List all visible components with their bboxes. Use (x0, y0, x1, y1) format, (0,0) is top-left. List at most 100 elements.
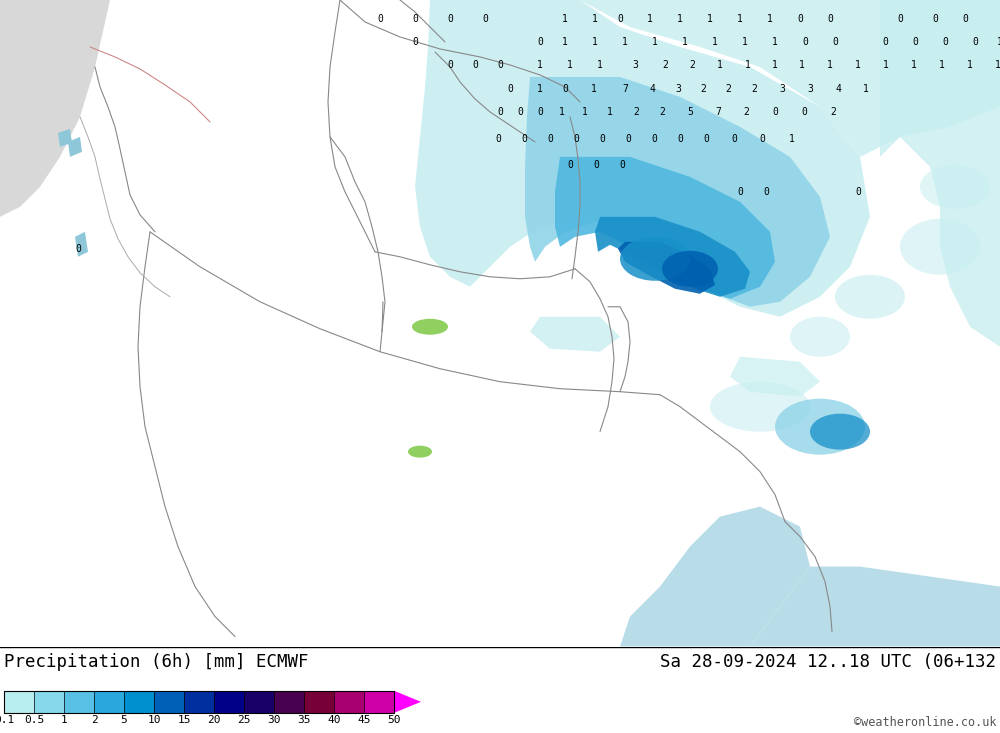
Text: 1: 1 (997, 37, 1000, 47)
Text: 1: 1 (772, 37, 778, 47)
Text: ©weatheronline.co.uk: ©weatheronline.co.uk (854, 716, 996, 729)
Ellipse shape (790, 317, 850, 357)
Polygon shape (58, 129, 72, 147)
Text: 0: 0 (617, 14, 623, 24)
Ellipse shape (775, 399, 865, 454)
Text: 0: 0 (75, 244, 81, 254)
Text: 1: 1 (995, 60, 1000, 70)
Text: 0: 0 (942, 37, 948, 47)
Text: 1: 1 (855, 60, 861, 70)
Text: 2: 2 (91, 715, 97, 725)
Text: 35: 35 (297, 715, 311, 725)
Text: 0: 0 (651, 134, 657, 144)
Text: 1: 1 (582, 107, 588, 117)
Text: 1: 1 (745, 60, 751, 70)
Text: 0: 0 (507, 84, 513, 94)
Text: 0: 0 (472, 60, 478, 70)
Text: 1: 1 (537, 84, 543, 94)
Polygon shape (618, 242, 715, 294)
Polygon shape (415, 0, 870, 317)
Ellipse shape (900, 219, 980, 275)
Text: 1: 1 (562, 37, 568, 47)
Text: 1: 1 (592, 14, 598, 24)
Text: 0: 0 (827, 14, 833, 24)
Ellipse shape (920, 165, 990, 209)
Text: 0: 0 (772, 107, 778, 117)
Polygon shape (68, 137, 82, 157)
Polygon shape (75, 232, 88, 257)
Text: 0: 0 (593, 160, 599, 170)
Text: 0: 0 (731, 134, 737, 144)
Text: 1: 1 (712, 37, 718, 47)
Polygon shape (555, 157, 775, 299)
Text: 2: 2 (751, 84, 757, 94)
Text: 1: 1 (767, 14, 773, 24)
Text: 1: 1 (597, 60, 603, 70)
Polygon shape (0, 0, 110, 217)
Text: 2: 2 (633, 107, 639, 117)
Ellipse shape (408, 446, 432, 457)
Text: 45: 45 (357, 715, 371, 725)
Text: 2: 2 (743, 107, 749, 117)
Text: 7: 7 (622, 84, 628, 94)
Text: 1: 1 (799, 60, 805, 70)
Text: 5: 5 (687, 107, 693, 117)
Text: 0: 0 (737, 187, 743, 197)
Bar (94, 690, 124, 713)
Ellipse shape (835, 275, 905, 319)
Text: 0: 0 (377, 14, 383, 24)
Text: 7: 7 (715, 107, 721, 117)
Bar (364, 690, 394, 713)
Text: 2: 2 (830, 107, 836, 117)
Text: 0: 0 (759, 134, 765, 144)
Polygon shape (525, 77, 830, 307)
Bar (214, 690, 244, 713)
Text: 0: 0 (547, 134, 553, 144)
Text: 1: 1 (591, 84, 597, 94)
Text: 1: 1 (717, 60, 723, 70)
Text: 4: 4 (649, 84, 655, 94)
Text: 2: 2 (659, 107, 665, 117)
Text: 1: 1 (647, 14, 653, 24)
Text: 0: 0 (882, 37, 888, 47)
Text: 1: 1 (562, 14, 568, 24)
Text: 4: 4 (835, 84, 841, 94)
Bar (244, 690, 274, 713)
Ellipse shape (810, 413, 870, 449)
Text: 2: 2 (689, 60, 695, 70)
Text: 20: 20 (207, 715, 221, 725)
Text: 0: 0 (599, 134, 605, 144)
Text: 3: 3 (779, 84, 785, 94)
Text: 1: 1 (622, 37, 628, 47)
Ellipse shape (620, 237, 690, 281)
Text: 0.1: 0.1 (0, 715, 14, 725)
Text: 0: 0 (517, 107, 523, 117)
Text: 0: 0 (573, 134, 579, 144)
Text: 0: 0 (447, 60, 453, 70)
Bar (184, 690, 214, 713)
Bar (274, 690, 304, 713)
Text: Sa 28-09-2024 12..18 UTC (06+132: Sa 28-09-2024 12..18 UTC (06+132 (660, 652, 996, 671)
Text: 1: 1 (911, 60, 917, 70)
Text: 1: 1 (61, 715, 67, 725)
Text: 0: 0 (932, 14, 938, 24)
Text: 3: 3 (675, 84, 681, 94)
Polygon shape (430, 0, 1000, 157)
Text: 1: 1 (827, 60, 833, 70)
Text: 5: 5 (121, 715, 127, 725)
Text: 0: 0 (897, 14, 903, 24)
Text: 1: 1 (772, 60, 778, 70)
Bar (334, 690, 364, 713)
Polygon shape (880, 0, 1000, 347)
Text: 1: 1 (592, 37, 598, 47)
Text: 0: 0 (497, 107, 503, 117)
Text: 0: 0 (625, 134, 631, 144)
Ellipse shape (710, 382, 810, 432)
Bar (304, 690, 334, 713)
Text: 1: 1 (677, 14, 683, 24)
Text: 0: 0 (497, 60, 503, 70)
Text: 1: 1 (939, 60, 945, 70)
Ellipse shape (662, 251, 718, 287)
Text: 0: 0 (412, 37, 418, 47)
Text: 2: 2 (662, 60, 668, 70)
